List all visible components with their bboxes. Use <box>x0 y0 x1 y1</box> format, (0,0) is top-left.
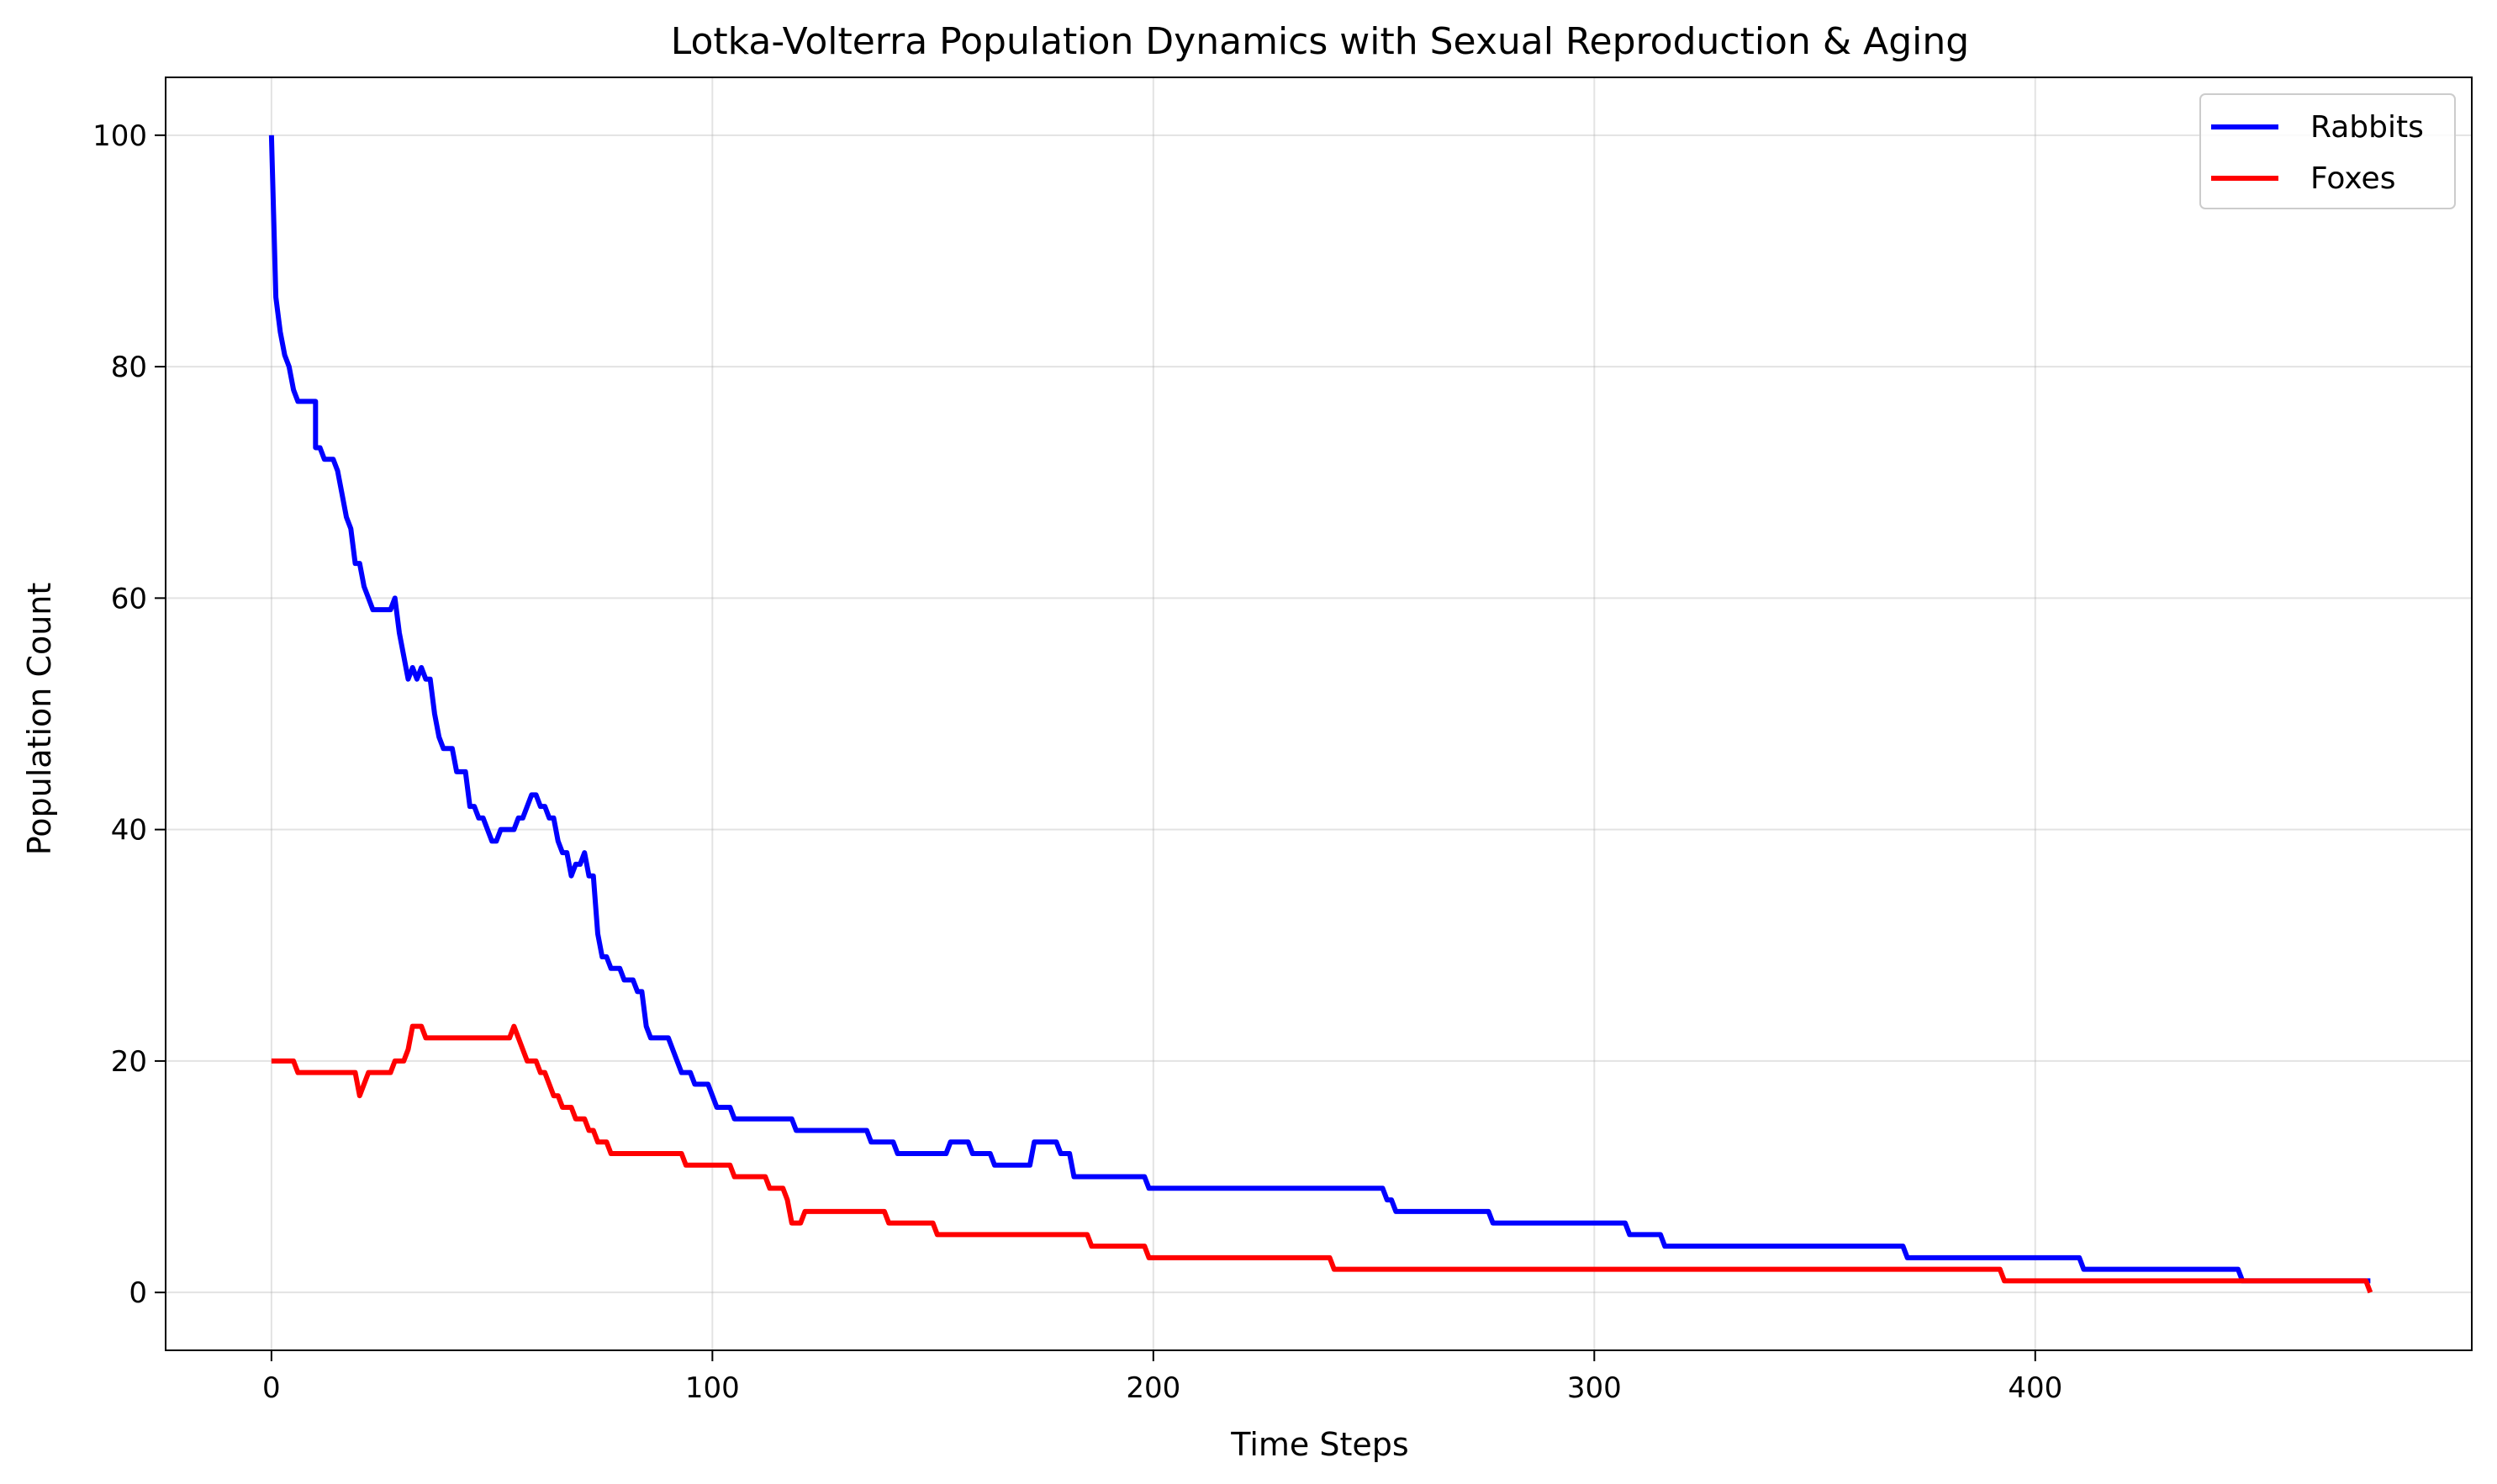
y-tick-label: 40 <box>111 814 147 848</box>
series-line-foxes <box>271 1023 2373 1294</box>
y-tick-label: 0 <box>129 1276 147 1310</box>
legend-label-rabbits: Rabbits <box>2310 110 2424 145</box>
series-line-rabbits <box>268 135 2371 1284</box>
ticks: 0 100 200 300 400 0 20 40 60 80 100 <box>92 119 2062 1405</box>
grid <box>166 77 2472 1350</box>
chart-title: Lotka-Volterra Population Dynamics with … <box>671 20 1969 63</box>
y-tick-label: 60 <box>111 582 147 615</box>
legend: Rabbits Foxes <box>2199 93 2456 209</box>
series-layer <box>268 135 2373 1294</box>
plot-area-frame <box>165 77 2473 1351</box>
y-axis-label: Population Count <box>21 583 58 856</box>
x-tick-label: 100 <box>685 1371 740 1405</box>
x-tick-label: 200 <box>1126 1371 1180 1405</box>
legend-label-foxes: Foxes <box>2310 161 2395 196</box>
x-tick-label: 0 <box>262 1371 281 1405</box>
y-tick-label: 100 <box>92 119 147 153</box>
y-tick-label: 80 <box>111 351 147 384</box>
y-tick-label: 20 <box>111 1045 147 1079</box>
x-tick-label: 400 <box>2008 1371 2062 1405</box>
x-axis-label: Time Steps <box>1230 1426 1408 1463</box>
x-tick-label: 300 <box>1567 1371 1622 1405</box>
